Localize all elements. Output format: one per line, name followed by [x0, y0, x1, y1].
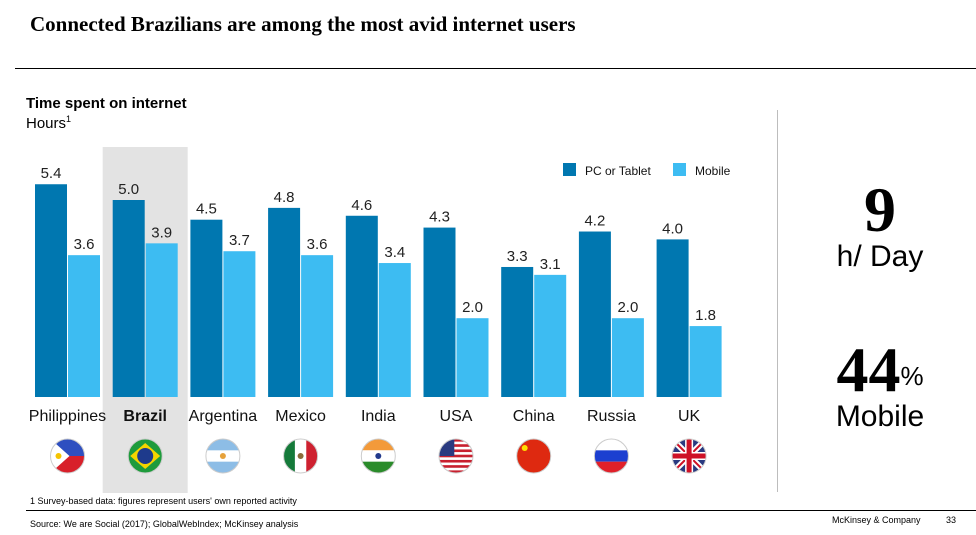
- argentina-flag-icon: [205, 438, 241, 474]
- category-label: UK: [678, 408, 701, 425]
- hours-value: 9: [864, 174, 896, 245]
- legend-label: Mobile: [695, 164, 731, 178]
- bar-mobile: [68, 255, 100, 397]
- category-label: China: [513, 408, 555, 425]
- bar-pc-tablet: [112, 200, 145, 397]
- data-label: 2.0: [617, 299, 638, 316]
- category-label: USA: [440, 408, 473, 425]
- chart-title: Time spent on internet: [26, 95, 187, 112]
- bar-mobile: [301, 255, 334, 397]
- footnote: 1 Survey-based data: figures represent u…: [30, 496, 297, 506]
- data-label: 2.0: [462, 299, 483, 316]
- data-label: 4.8: [274, 189, 295, 206]
- mobile-stat: 44% Mobile: [790, 338, 970, 434]
- legend-swatch: [673, 163, 686, 176]
- category-label: Mexico: [275, 408, 326, 425]
- mobile-label: Mobile: [835, 400, 925, 433]
- category-label: Philippines: [29, 408, 106, 425]
- legend-label: PC or Tablet: [585, 164, 651, 178]
- bar-pc-tablet: [345, 215, 378, 397]
- category-label: India: [361, 408, 396, 425]
- category-label: Argentina: [189, 408, 258, 425]
- category-label: Russia: [587, 408, 636, 425]
- title-divider: [15, 68, 976, 69]
- hours-stat: 9 h/ Day: [790, 174, 970, 274]
- data-label: 5.0: [118, 181, 139, 198]
- y-axis-label: Hours: [26, 115, 67, 132]
- slide-title: Connected Brazilians are among the most …: [30, 12, 576, 36]
- bar-pc-tablet: [35, 184, 67, 397]
- bar-pc-tablet: [578, 231, 611, 397]
- philippines-flag-icon: [50, 438, 85, 474]
- bar-mobile: [689, 326, 722, 397]
- data-label: 3.3: [507, 248, 528, 265]
- brand-name: McKinsey & Company: [832, 515, 921, 525]
- bar-mobile: [611, 318, 644, 397]
- bar-pc-tablet: [190, 219, 223, 397]
- data-label: 4.6: [351, 197, 372, 214]
- data-label: 4.3: [429, 209, 450, 226]
- china-flag-icon: [516, 438, 552, 474]
- bar-pc-tablet: [423, 227, 456, 397]
- chart-unit-label: Hours1: [26, 114, 71, 132]
- data-label: 3.6: [74, 236, 95, 253]
- legend-swatch: [563, 163, 576, 176]
- category-label: Brazil: [123, 408, 167, 425]
- russia-flag-icon: [593, 438, 629, 474]
- data-label: 4.5: [196, 201, 217, 218]
- data-label: 3.1: [540, 256, 561, 273]
- usa-flag-icon: [438, 438, 474, 474]
- brazil-flag-icon: [127, 438, 163, 474]
- vertical-divider: [777, 110, 778, 492]
- footer-divider: [26, 510, 976, 511]
- data-label: 4.0: [662, 220, 683, 237]
- bar-mobile: [456, 318, 489, 397]
- india-flag-icon: [360, 438, 396, 474]
- data-label: 1.8: [695, 307, 716, 324]
- data-label: 4.2: [584, 213, 605, 230]
- data-label: 3.4: [384, 244, 405, 261]
- data-label: 5.4: [41, 165, 62, 182]
- bar-mobile: [378, 263, 411, 397]
- bar-mobile: [534, 274, 567, 397]
- page-number: 33: [946, 515, 957, 525]
- mexico-flag-icon: [283, 438, 319, 474]
- bar-pc-tablet: [268, 207, 301, 397]
- source-note: Source: We are Social (2017); GlobalWebI…: [30, 519, 299, 529]
- hours-label: h/ Day: [836, 240, 924, 273]
- percent-sign: %: [900, 361, 924, 391]
- data-label: 3.6: [307, 236, 328, 253]
- mobile-share-value: 44: [836, 334, 901, 405]
- data-label: 3.9: [151, 224, 172, 241]
- footnote-marker: 1: [66, 114, 72, 124]
- data-label: 3.7: [229, 232, 250, 249]
- bar-pc-tablet: [501, 266, 534, 397]
- bar-mobile: [145, 243, 178, 397]
- bar-mobile: [223, 251, 256, 397]
- uk-flag-icon: [671, 438, 707, 474]
- bar-pc-tablet: [656, 239, 689, 397]
